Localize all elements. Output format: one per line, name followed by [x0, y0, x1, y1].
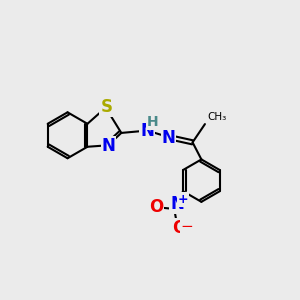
- Text: O: O: [149, 198, 164, 216]
- Text: O: O: [172, 219, 187, 237]
- Text: −: −: [181, 219, 193, 234]
- Text: N: N: [140, 122, 154, 140]
- Text: H: H: [147, 115, 158, 129]
- Text: +: +: [178, 193, 188, 206]
- Text: N: N: [102, 137, 116, 155]
- Text: CH₃: CH₃: [207, 112, 226, 122]
- Text: N: N: [170, 196, 184, 214]
- Text: S: S: [100, 98, 112, 116]
- Text: N: N: [161, 129, 176, 147]
